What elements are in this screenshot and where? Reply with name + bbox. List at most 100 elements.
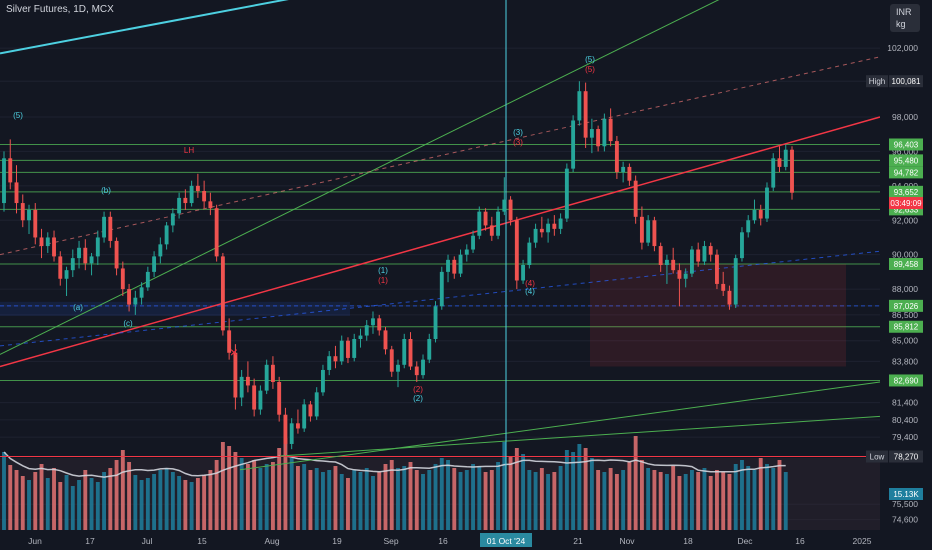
volume-bar-104 — [652, 470, 657, 530]
volume-bar-111 — [696, 472, 701, 530]
volume-bar-42 — [264, 464, 269, 530]
time-tick-4: Aug — [264, 536, 279, 546]
time-tick-9: 21 — [573, 536, 583, 546]
candle-body-117 — [733, 258, 738, 305]
candle-body-80 — [502, 199, 507, 212]
price-badge-8 — [889, 299, 923, 312]
candle-body-31 — [195, 185, 200, 192]
green-trendline-1 — [0, 0, 720, 355]
time-axis[interactable]: Jun 17 Jul 15 Aug 19 Sep 16 01 Oct '24 21 Nov 18 Dec… — [0, 531, 932, 550]
wave-label-12: (4) — [525, 287, 535, 296]
candle-body-33 — [208, 201, 213, 209]
time-tick-14: 2025 — [853, 536, 872, 546]
volume-bar-30 — [189, 482, 194, 530]
candle-body-48 — [302, 404, 307, 429]
wave-label-6: (1) — [378, 276, 388, 285]
volume-bar-88 — [552, 472, 557, 530]
candle-body-34 — [214, 208, 219, 257]
volume-bar-109 — [683, 474, 688, 530]
volume-bar-110 — [689, 470, 694, 530]
candle-body-42 — [264, 364, 269, 391]
candle-body-59 — [371, 318, 375, 326]
red-trendline — [0, 116, 881, 368]
candle-body-100 — [627, 166, 632, 181]
price-tick-15: 86,500 — [892, 310, 918, 320]
volume-bar-50 — [314, 468, 319, 530]
candle-body-104 — [652, 220, 657, 247]
wave-label-11: (4) — [525, 279, 535, 288]
candle-body-10 — [64, 270, 69, 279]
candle-body-87 — [546, 223, 551, 233]
wave-label-10: (3) — [513, 138, 523, 147]
candle-body-0 — [2, 158, 6, 204]
time-tick-1: 17 — [85, 536, 95, 546]
volume-bar-16 — [102, 472, 107, 530]
volume-bar-11 — [70, 486, 75, 530]
volume-bar-114 — [715, 470, 719, 530]
volume-bar-41 — [258, 468, 263, 530]
x-mark: × — [230, 344, 238, 360]
volume-bar-2 — [14, 470, 19, 530]
candle-body-49 — [308, 404, 313, 417]
volume-bar-55 — [346, 478, 350, 530]
wave-label-5: (1) — [378, 266, 388, 275]
volume-bar-122 — [765, 464, 769, 530]
time-tick-12: Dec — [737, 536, 753, 546]
demand-zone — [0, 301, 350, 316]
candle-body-46 — [289, 423, 294, 444]
price-badge-text-0: 100,081 — [892, 77, 921, 86]
candle-body-5 — [33, 209, 38, 238]
volume-bar-4 — [27, 480, 31, 530]
currency-badge[interactable]: INR kg — [890, 4, 920, 32]
candle-body-53 — [333, 356, 338, 362]
candle-body-51 — [321, 369, 325, 393]
green-trendline-2 — [239, 381, 881, 471]
candle-body-96 — [602, 118, 607, 147]
candle-body-4 — [27, 209, 31, 221]
price-tick-21: 80,400 — [892, 415, 918, 425]
volume-bar-29 — [183, 480, 188, 530]
candle-body-83 — [521, 265, 526, 281]
candle-body-69 — [433, 306, 438, 339]
candle-body-1 — [8, 158, 13, 183]
wave-label-1: LH — [184, 146, 194, 155]
candle-body-18 — [114, 240, 119, 269]
candle-body-120 — [752, 209, 757, 221]
wave-label-4: (c) — [123, 319, 133, 328]
candle-body-68 — [427, 338, 432, 360]
candle-body-81 — [508, 199, 513, 221]
candle-body-13 — [83, 247, 88, 264]
price-tick-24: 75,500 — [892, 499, 918, 509]
volume-bar-46 — [289, 458, 294, 530]
candle-body-30 — [189, 185, 194, 204]
volume-bar-8 — [52, 468, 56, 530]
volume-bar-9 — [58, 482, 63, 530]
time-tick-11: 18 — [683, 536, 693, 546]
candle-body-16 — [102, 216, 107, 238]
candle-body-89 — [558, 218, 563, 229]
volume-bar-105 — [658, 472, 663, 530]
candle-body-38 — [239, 376, 244, 398]
price-tick-4: 96,000 — [892, 146, 918, 156]
candle-body-79 — [496, 211, 501, 236]
volume-bar-26 — [164, 468, 169, 530]
volume-bar-62 — [389, 460, 394, 530]
volume-bar-100 — [627, 462, 632, 530]
candle-body-24 — [152, 256, 157, 272]
badge-tag-text-1: Low — [870, 453, 885, 462]
volume-bar-48 — [302, 464, 307, 530]
price-tick-11: 90,000 — [892, 250, 918, 260]
price-axis[interactable]: 102,00098,00096,00094,00092,00090,00088,… — [866, 0, 932, 530]
price-badge-text-1: 78,270 — [894, 453, 919, 462]
candle-body-61 — [383, 330, 388, 350]
wave-label-13: (5) — [585, 55, 595, 64]
volume-bar-82 — [514, 448, 519, 530]
volume-average-line — [3, 451, 786, 478]
volume-bar-12 — [77, 480, 81, 530]
volume-bar-107 — [671, 466, 676, 530]
volume-bar-43 — [270, 462, 275, 530]
volume-pane — [0, 436, 880, 530]
volume-bar-21 — [133, 475, 138, 530]
candle-body-23 — [145, 271, 150, 288]
